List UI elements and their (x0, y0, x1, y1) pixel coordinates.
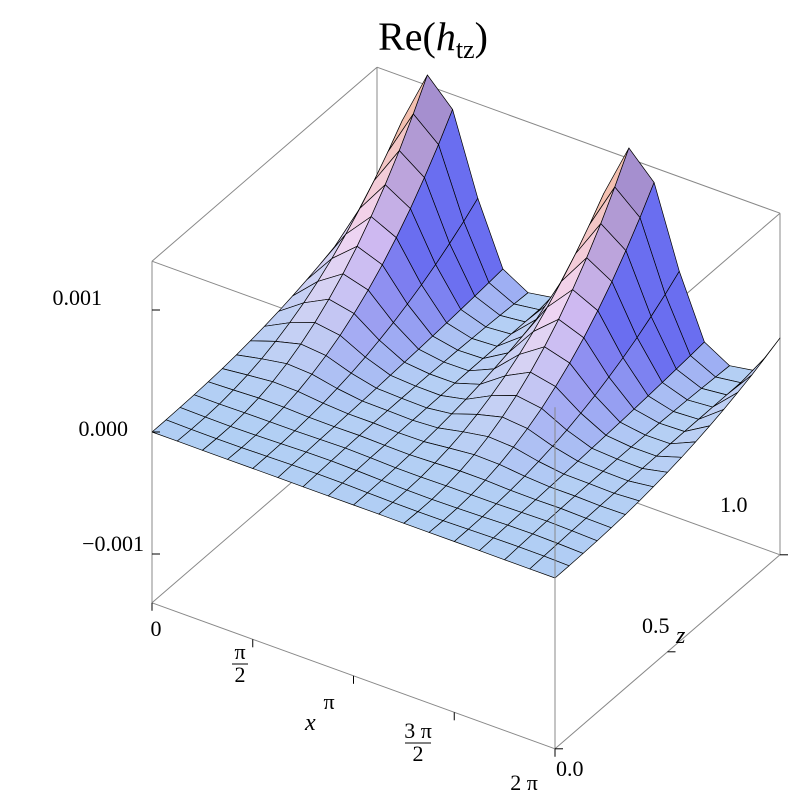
z-tick-label-1: 1.0 (720, 492, 748, 517)
x-tick-label-two-pi: 2 π (510, 770, 538, 795)
z-axis-label: z (675, 623, 686, 649)
title-prefix: Re( (378, 14, 436, 59)
x-tick-label-three-pi-half: 3 π 2 (404, 718, 432, 766)
title-symbol: h (436, 14, 456, 59)
title-suffix: ) (475, 14, 488, 59)
chart-title: Re(htz) (378, 14, 488, 64)
x-tick-pi-half-denominator: 2 (235, 662, 246, 687)
x-tick-label-0: 0 (151, 616, 162, 641)
x-tick-label-pi: π (323, 689, 334, 714)
x-tick-pi-half-numerator: π (234, 639, 245, 664)
value-tick-label-low: −0.001 (82, 531, 144, 556)
x-tick-label-pi-half: π 2 (232, 639, 248, 687)
surface-patch (529, 555, 570, 579)
x-tick-three-pi-half-denominator: 2 (413, 741, 424, 766)
box-edge-back-top (376, 66, 781, 214)
title-subscript: tz (456, 35, 475, 64)
z-tick-label-0: 0.0 (556, 756, 584, 781)
value-tick-label-zero: 0.000 (79, 416, 129, 441)
surface-mesh (151, 74, 781, 579)
box-edge-top-left (151, 66, 378, 262)
axis-ticks (151, 309, 788, 757)
z-tick-label-half: 0.5 (642, 613, 670, 638)
value-tick-label-high: 0.001 (53, 285, 103, 310)
x-axis-label: x (304, 710, 316, 736)
x-tick-three-pi-half-numerator: 3 π (404, 718, 432, 743)
